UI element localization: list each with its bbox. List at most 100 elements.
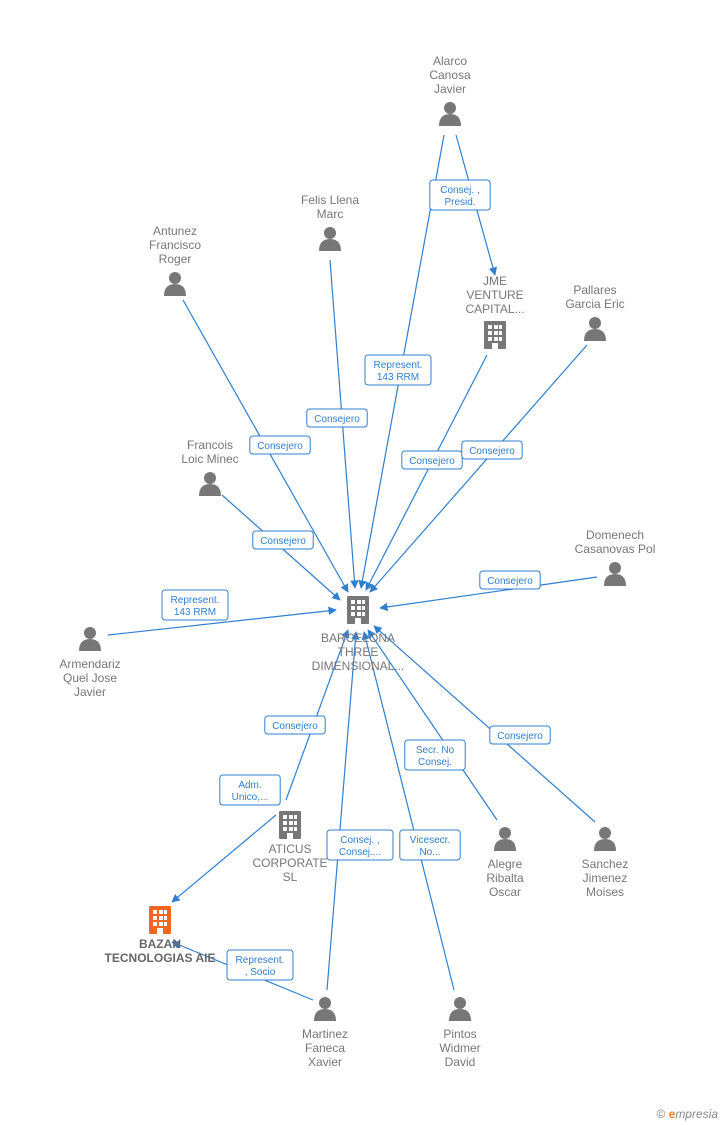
edge-label-text: Presid. bbox=[444, 197, 475, 208]
edge bbox=[374, 626, 595, 822]
node-pallares[interactable]: PallaresGarcia Eric bbox=[565, 283, 624, 341]
node-pintos[interactable]: PintosWidmerDavid bbox=[439, 997, 480, 1069]
node-label: CORPORATE bbox=[252, 856, 327, 870]
node-label: Antunez bbox=[153, 224, 197, 238]
person-icon bbox=[79, 627, 101, 651]
node-label: DIMENSIONAL... bbox=[312, 659, 405, 673]
node-label: Felis Llena bbox=[301, 193, 359, 207]
node-label: Sanchez bbox=[582, 857, 629, 871]
edge-label-text: Consejero bbox=[497, 731, 543, 742]
edge-label-text: Adm. bbox=[238, 780, 261, 791]
edge-label-text: Consejero bbox=[272, 721, 318, 732]
node-label: Javier bbox=[434, 82, 466, 96]
node-label: Pallares bbox=[573, 283, 616, 297]
node-label: Francisco bbox=[149, 238, 201, 252]
edge-label-text: Consejero bbox=[260, 536, 306, 547]
node-label: TECNOLOGIAS AIE bbox=[105, 951, 216, 965]
person-icon bbox=[199, 472, 221, 496]
node-label: CAPITAL... bbox=[465, 302, 524, 316]
edge-label-text: Consejero bbox=[257, 441, 303, 452]
edge-label-text: 143 RRM bbox=[174, 607, 216, 618]
node-alegre[interactable]: AlegreRibaltaOscar bbox=[486, 827, 524, 899]
node-aticus[interactable]: ATICUSCORPORATESL bbox=[252, 811, 327, 884]
node-francois[interactable]: FrancoisLoic Minec bbox=[181, 438, 238, 496]
node-label: Faneca bbox=[305, 1041, 345, 1055]
node-martinez[interactable]: MartinezFanecaXavier bbox=[302, 997, 348, 1069]
building-icon bbox=[279, 811, 301, 839]
node-label: JME bbox=[483, 274, 507, 288]
edge-label-text: Consej.... bbox=[339, 847, 381, 858]
node-label: THREE bbox=[338, 645, 379, 659]
person-icon bbox=[164, 272, 186, 296]
node-label: Domenech bbox=[586, 528, 644, 542]
person-icon bbox=[449, 997, 471, 1021]
edge-label-text: Vicesecr. bbox=[410, 835, 450, 846]
person-icon bbox=[439, 102, 461, 126]
node-label: Alegre bbox=[488, 857, 523, 871]
node-label: Alarco bbox=[433, 54, 467, 68]
edge-label-text: , Socio bbox=[245, 967, 276, 978]
node-domenech[interactable]: DomenechCasanovas Pol bbox=[575, 528, 656, 586]
node-label: Marc bbox=[317, 207, 344, 221]
copyright-symbol: © bbox=[656, 1107, 665, 1121]
edge-label-text: Consej. , bbox=[340, 835, 379, 846]
node-label: Francois bbox=[187, 438, 233, 452]
edge-label-text: 143 RRM bbox=[377, 372, 419, 383]
node-label: SL bbox=[283, 870, 298, 884]
edge bbox=[327, 632, 356, 990]
edge-label-text: Represent. bbox=[374, 360, 423, 371]
edge-label-text: Unico,... bbox=[232, 792, 269, 803]
node-sanchez[interactable]: SanchezJimenezMoises bbox=[582, 827, 629, 899]
node-label: Jimenez bbox=[583, 871, 628, 885]
edge-label-text: Consejero bbox=[314, 414, 360, 425]
node-center[interactable]: BARCELONATHREEDIMENSIONAL... bbox=[312, 596, 405, 673]
node-label: Oscar bbox=[489, 885, 521, 899]
node-label: David bbox=[445, 1055, 476, 1069]
node-bazan[interactable]: BAZANTECNOLOGIAS AIE bbox=[105, 906, 216, 965]
edge-label-text: Consejero bbox=[409, 456, 455, 467]
edge-label-text: Consejero bbox=[469, 446, 515, 457]
node-label: Garcia Eric bbox=[565, 297, 624, 311]
node-alarco[interactable]: AlarcoCanosaJavier bbox=[429, 54, 471, 126]
node-label: Xavier bbox=[308, 1055, 342, 1069]
node-label: BARCELONA bbox=[321, 631, 395, 645]
person-icon bbox=[584, 317, 606, 341]
edge-label-text: Consejero bbox=[487, 576, 533, 587]
node-antunez[interactable]: AntunezFranciscoRoger bbox=[149, 224, 201, 296]
node-label: Javier bbox=[74, 685, 106, 699]
edge-label-text: Consej. , bbox=[440, 185, 479, 196]
node-label: Quel Jose bbox=[63, 671, 117, 685]
node-label: Roger bbox=[159, 252, 192, 266]
edge-label-text: Consej. bbox=[418, 757, 452, 768]
brand-rest: mpresia bbox=[675, 1107, 718, 1121]
person-icon bbox=[314, 997, 336, 1021]
person-icon bbox=[604, 562, 626, 586]
node-label: Martinez bbox=[302, 1027, 348, 1041]
node-label: VENTURE bbox=[466, 288, 523, 302]
person-icon bbox=[594, 827, 616, 851]
building-icon bbox=[347, 596, 369, 624]
edge-label-text: No... bbox=[419, 847, 440, 858]
network-graph: Consej. ,Presid.Represent.143 RRMConseje… bbox=[0, 0, 728, 1125]
node-label: ATICUS bbox=[268, 842, 311, 856]
node-label: Moises bbox=[586, 885, 624, 899]
node-armendariz[interactable]: ArmendarizQuel JoseJavier bbox=[59, 627, 120, 699]
building-icon bbox=[484, 321, 506, 349]
node-label: Ribalta bbox=[486, 871, 524, 885]
edge-label-text: Secr. No bbox=[416, 745, 455, 756]
node-label: Casanovas Pol bbox=[575, 542, 656, 556]
footer-brand: © empresia bbox=[656, 1107, 718, 1121]
edge-label-text: Represent. bbox=[236, 955, 285, 966]
edge-label-text: Represent. bbox=[171, 595, 220, 606]
node-jme[interactable]: JMEVENTURECAPITAL... bbox=[465, 274, 524, 349]
node-label: Armendariz bbox=[59, 657, 120, 671]
node-label: Pintos bbox=[443, 1027, 476, 1041]
edge bbox=[366, 355, 487, 590]
node-felis[interactable]: Felis LlenaMarc bbox=[301, 193, 359, 251]
node-label: Canosa bbox=[429, 68, 471, 82]
building-icon bbox=[149, 906, 171, 934]
person-icon bbox=[319, 227, 341, 251]
node-label: Loic Minec bbox=[181, 452, 238, 466]
node-label: BAZAN bbox=[139, 937, 181, 951]
person-icon bbox=[494, 827, 516, 851]
